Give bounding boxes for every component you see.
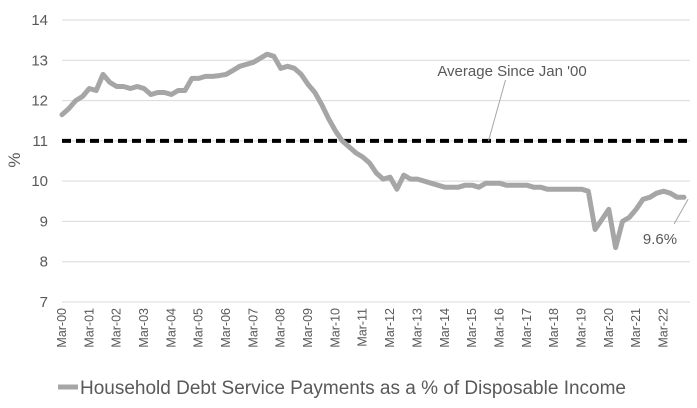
y-tick-label: 11 [32,133,48,150]
x-tick-label: Mar-10 [328,308,342,348]
y-tick-label: 14 [31,12,48,29]
y-tick-label: 10 [31,173,48,190]
x-tick-label: Mar-00 [55,308,69,348]
legend: Household Debt Service Payments as a % o… [58,378,626,399]
y-axis-title: % [5,152,24,167]
x-tick-label: Mar-15 [465,308,479,348]
x-tick-label: Mar-21 [629,308,643,348]
x-tick-label: Mar-12 [383,308,397,348]
y-tick-label: 9 [40,213,48,230]
x-tick-label: Mar-03 [137,308,151,348]
y-tick-label: 8 [40,254,48,271]
x-tick-label: Mar-11 [356,308,370,347]
x-tick-label: Mar-20 [602,308,616,348]
y-tick-label: 7 [40,294,48,311]
x-tick-label: Mar-09 [301,308,315,348]
annotation-leader-line [673,199,689,225]
x-tick-label: Mar-22 [656,308,670,348]
y-tick-label: 13 [31,52,48,69]
gridlines [62,19,690,303]
x-tick-label: Mar-16 [492,308,506,348]
series-line [59,51,687,251]
x-tick-label: Mar-05 [192,308,206,348]
annotation-last-value-label: 9.6% [643,231,677,248]
x-tick-label: Mar-02 [110,308,124,348]
x-tick-label: Mar-04 [164,308,178,348]
x-tick-label: Mar-08 [274,308,288,348]
x-tick-label: Mar-01 [82,308,96,348]
x-tick-label: Mar-07 [246,308,260,348]
legend-label: Household Debt Service Payments as a % o… [80,378,626,399]
annotation-average-label: Average Since Jan '00 [437,63,586,80]
y-axis: 7 8 9 10 11 12 13 14 [31,12,48,311]
x-tick-label: Mar-06 [219,308,233,348]
annotations: Average Since Jan '00 9.6% [437,63,689,248]
x-tick-label: Mar-14 [438,308,452,348]
y-tick-label: 12 [31,93,48,110]
x-axis: Mar-00 Mar-01 Mar-02 Mar-03 Mar-04 Mar-05 Mar-… [55,308,670,348]
x-tick-label: Mar-13 [410,308,424,348]
x-tick-label: Mar-18 [547,308,561,348]
x-tick-label: Mar-17 [520,308,534,348]
x-tick-label: Mar-19 [574,308,588,348]
series-polyline [59,51,687,251]
annotation-leader-line [488,79,506,141]
